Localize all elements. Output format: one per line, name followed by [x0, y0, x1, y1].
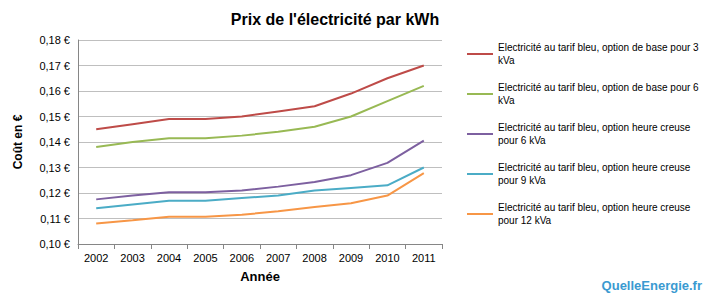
svg-text:0,10 €: 0,10 €	[39, 238, 70, 250]
svg-text:0,15 €: 0,15 €	[39, 111, 70, 123]
svg-text:pour 6 kVa: pour 6 kVa	[498, 135, 546, 146]
svg-text:0,11 €: 0,11 €	[40, 213, 70, 225]
svg-text:2005: 2005	[193, 252, 217, 264]
svg-text:2010: 2010	[375, 252, 399, 264]
svg-text:2011: 2011	[412, 252, 436, 264]
svg-text:Electricité au tarif bleu, opt: Electricité au tarif bleu, option de bas…	[498, 42, 701, 53]
svg-text:Prix de l'électricité par kWh: Prix de l'électricité par kWh	[231, 11, 439, 28]
svg-text:2003: 2003	[120, 252, 144, 264]
svg-text:Electricité au tarif bleu, opt: Electricité au tarif bleu, option heure …	[498, 162, 693, 173]
svg-text:2004: 2004	[157, 252, 181, 264]
svg-text:Coût en €: Coût en €	[11, 114, 25, 169]
svg-text:0,14 €: 0,14 €	[39, 136, 70, 148]
svg-text:2002: 2002	[84, 252, 108, 264]
svg-text:2006: 2006	[230, 252, 254, 264]
svg-text:Electricité au tarif bleu, opt: Electricité au tarif bleu, option heure …	[498, 122, 693, 133]
svg-text:kVa: kVa	[498, 55, 515, 66]
svg-text:0,12 €: 0,12 €	[39, 187, 70, 199]
svg-text:QuelleEnergie.fr: QuelleEnergie.fr	[602, 278, 702, 293]
svg-text:0,18 €: 0,18 €	[39, 34, 70, 46]
svg-text:Année: Année	[240, 269, 280, 284]
svg-text:pour 9 kVa: pour 9 kVa	[498, 175, 546, 186]
svg-text:2008: 2008	[302, 252, 326, 264]
svg-text:Electricité au tarif bleu, opt: Electricité au tarif bleu, option heure …	[498, 202, 693, 213]
svg-text:0,13 €: 0,13 €	[39, 162, 70, 174]
svg-text:2009: 2009	[339, 252, 363, 264]
svg-text:kVa: kVa	[498, 95, 515, 106]
svg-text:Electricité au tarif bleu, opt: Electricité au tarif bleu, option de bas…	[498, 82, 701, 93]
svg-text:0,17 €: 0,17 €	[39, 60, 70, 72]
svg-text:pour 12 kVa: pour 12 kVa	[498, 215, 552, 226]
svg-text:2007: 2007	[266, 252, 290, 264]
svg-text:0,16 €: 0,16 €	[39, 85, 70, 97]
